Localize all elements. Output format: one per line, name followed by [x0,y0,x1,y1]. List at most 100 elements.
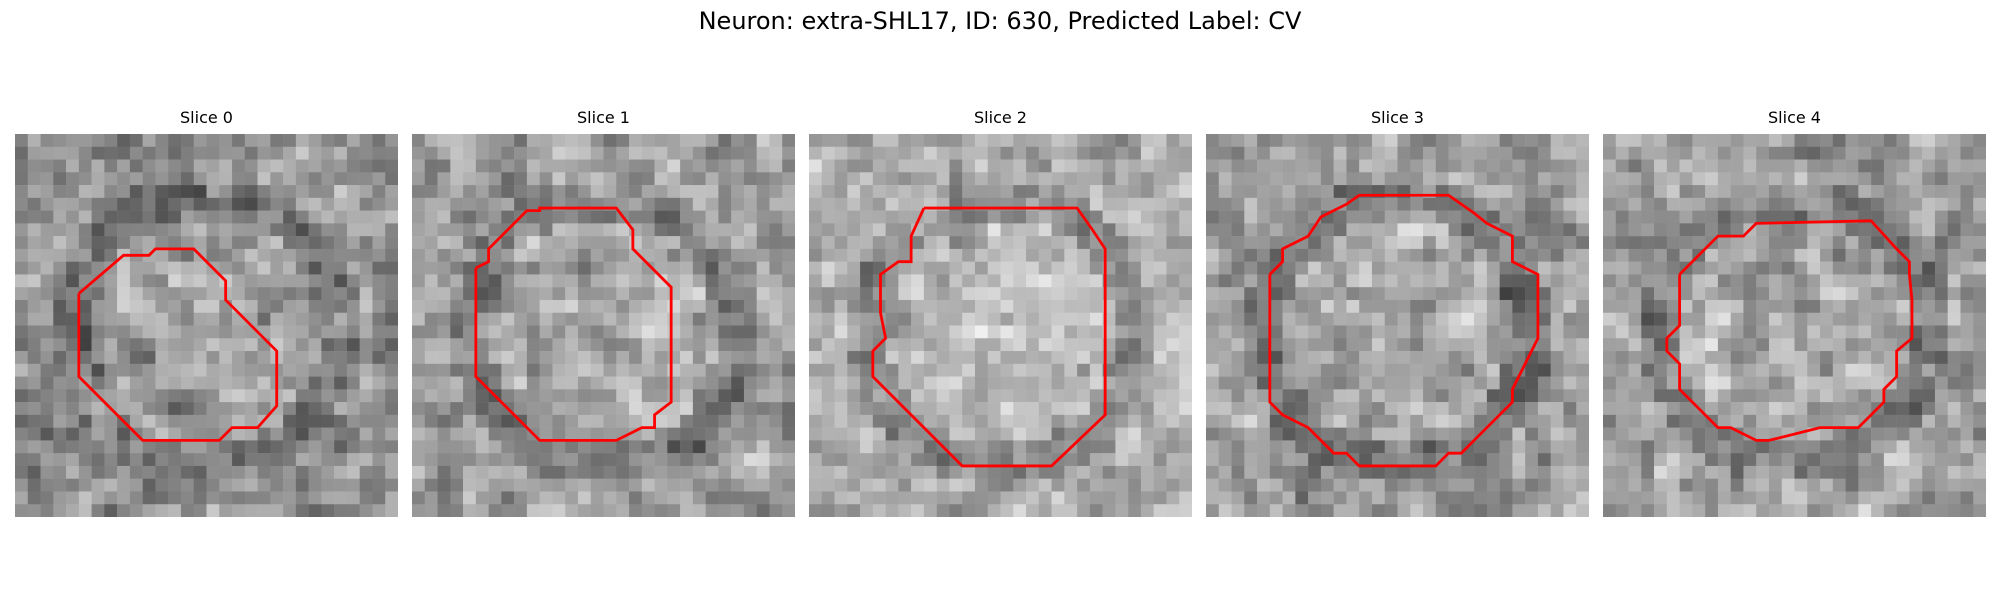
pixel [1206,159,1220,173]
pixel [1320,363,1334,377]
pixel [1435,414,1449,428]
pixel [1550,287,1564,301]
pixel [1563,236,1577,250]
pixel [1576,363,1589,377]
pixel [1140,185,1154,199]
pixel [885,363,899,377]
pixel [206,274,220,288]
pixel [270,223,284,237]
pixel [78,197,92,211]
pixel [641,376,655,390]
pixel [962,376,976,390]
pixel [1128,299,1142,313]
pixel [1474,159,1488,173]
pixel [1781,172,1795,186]
pixel [1423,146,1437,160]
pixel [1512,414,1526,428]
pixel [1973,376,1986,390]
pixel [1641,274,1655,288]
pixel [475,312,489,326]
pixel [616,299,630,313]
pixel [129,185,143,199]
pixel [577,427,591,441]
pixel [1115,248,1129,262]
pixel [1474,414,1488,428]
pixel [1410,261,1424,275]
pixel [359,274,373,288]
pixel [372,504,386,517]
pixel [1845,223,1859,237]
pixel [1679,248,1693,262]
pixel [91,146,105,160]
pixel [450,185,464,199]
pixel [1947,236,1961,250]
pixel [1051,172,1065,186]
pixel [936,312,950,326]
pixel [104,465,118,479]
pixel [219,465,233,479]
pixel [1871,159,1885,173]
pixel [923,223,937,237]
pixel [334,287,348,301]
pixel [847,274,861,288]
pixel [987,414,1001,428]
pixel [1832,236,1846,250]
pixel [321,287,335,301]
pixel [1654,134,1668,148]
pixel [219,491,233,505]
pixel [1474,274,1488,288]
pixel [834,299,848,313]
pixel [1346,172,1360,186]
pixel [1166,440,1180,454]
pixel [1115,478,1129,492]
pixel [1218,274,1232,288]
pixel [1448,325,1462,339]
pixel [667,185,681,199]
pixel [860,248,874,262]
pixel [283,325,297,339]
pixel [987,427,1001,441]
pixel [756,146,770,160]
pixel [1115,312,1129,326]
pixel [1576,325,1589,339]
pixel [308,172,322,186]
pixel [27,376,41,390]
pixel [1051,287,1065,301]
pixel [1641,210,1655,224]
pixel [809,453,823,467]
pixel [1486,172,1500,186]
pixel [1218,248,1232,262]
pixel [552,427,566,441]
pixel [1140,223,1154,237]
pixel [1320,185,1334,199]
pixel [1512,223,1526,237]
pixel [117,376,131,390]
pixel [1359,312,1373,326]
pixel [193,491,207,505]
pixel [66,236,80,250]
pixel [539,338,553,352]
pixel [1089,299,1103,313]
pixel [168,146,182,160]
pixel [1064,363,1078,377]
pixel [1308,185,1322,199]
pixel [193,236,207,250]
pixel [78,414,92,428]
pixel [1026,210,1040,224]
pixel [155,414,169,428]
pixel [1257,274,1271,288]
pixel [1384,312,1398,326]
pixel [385,389,398,403]
pixel [1077,134,1091,148]
pixel [1359,402,1373,416]
pixel [1089,440,1103,454]
pixel [1871,376,1885,390]
pixel [359,185,373,199]
pixel [1153,261,1167,275]
pixel [475,389,489,403]
pixel [949,325,963,339]
pixel [514,363,528,377]
pixel [1448,172,1462,186]
pixel [1179,197,1192,211]
pixel [1461,312,1475,326]
